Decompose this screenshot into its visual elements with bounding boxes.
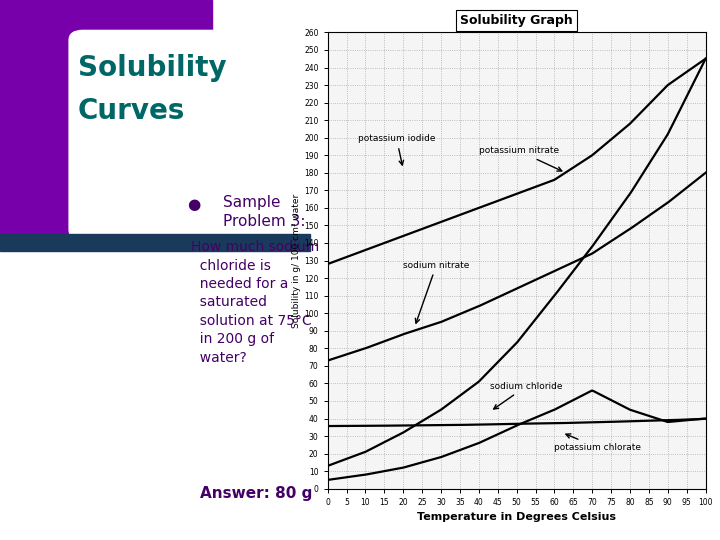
Text: potassium nitrate: potassium nitrate <box>479 146 562 171</box>
Bar <box>0 234 310 251</box>
Text: Solubility: Solubility <box>78 54 226 82</box>
Text: potassium iodide: potassium iodide <box>358 134 436 165</box>
Text: Answer: 80 g: Answer: 80 g <box>200 486 312 501</box>
Text: sodium chloride: sodium chloride <box>490 382 562 409</box>
Text: Sample
Problem 3:: Sample Problem 3: <box>223 195 306 229</box>
Text: potassium chlorate: potassium chlorate <box>554 434 642 452</box>
Text: Curves: Curves <box>78 97 185 125</box>
Y-axis label: Solubility in g/ 100 cm³ water: Solubility in g/ 100 cm³ water <box>292 193 301 328</box>
FancyBboxPatch shape <box>68 30 342 240</box>
Bar <box>0 0 212 240</box>
Title: Solubility Graph: Solubility Graph <box>460 14 573 27</box>
Text: ●: ● <box>187 197 200 212</box>
Text: How much sodium
  chloride is
  needed for a
  saturated
  solution at 75°C
  in: How much sodium chloride is needed for a… <box>191 240 319 364</box>
X-axis label: Temperature in Degrees Celsius: Temperature in Degrees Celsius <box>417 512 616 522</box>
Text: sodium nitrate: sodium nitrate <box>403 261 469 323</box>
